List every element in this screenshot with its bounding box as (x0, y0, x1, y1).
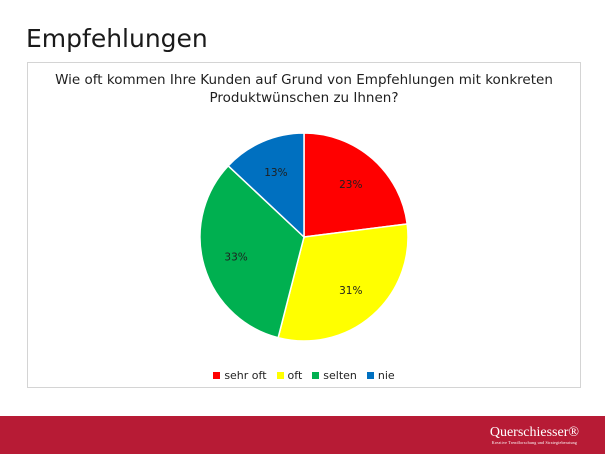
pie-slice-oft (277, 223, 409, 342)
logo-tagline: Kreative Trendforschung und Strategieber… (491, 440, 578, 445)
legend-item-sehr-oft: sehr oft (213, 369, 267, 382)
pie-label-sehr-oft: 23% (339, 179, 362, 191)
legend-item-nie: nie (366, 369, 395, 382)
legend-swatch-sehr-oft (213, 372, 221, 379)
pie-slice-nie (227, 132, 305, 239)
pie-label-oft: 31% (339, 285, 362, 297)
pie-label-nie: 13% (264, 167, 287, 179)
legend-label-sehr-oft: sehr oft (224, 369, 267, 382)
legend-label-nie: nie (377, 369, 395, 382)
legend-swatch-selten (312, 372, 320, 379)
pie-slice-sehr-oft (303, 132, 409, 238)
legend-label-oft: oft (287, 369, 303, 382)
chart-legend: sehr oft oft selten nie (28, 369, 580, 382)
pie-slice-selten (199, 164, 305, 339)
querschiesser-logo: Querschiesser® Kreative Trendforschung u… (490, 426, 579, 446)
footer-bar: Querschiesser® Kreative Trendforschung u… (0, 416, 605, 454)
pie-chart: 23% 31% 33% 13% (199, 132, 409, 342)
legend-swatch-nie (366, 372, 374, 379)
chart-title-line-1: Wie oft kommen Ihre Kunden auf Grund von… (55, 72, 553, 88)
legend-label-selten: selten (323, 369, 357, 382)
chart-title: Wie oft kommen Ihre Kunden auf Grund von… (28, 71, 580, 107)
slide-title: Empfehlungen (26, 24, 208, 53)
chart-container: Wie oft kommen Ihre Kunden auf Grund von… (27, 62, 581, 388)
pie-label-selten: 33% (224, 252, 247, 264)
chart-title-line-2: Produktwünschen zu Ihnen? (209, 90, 399, 106)
legend-item-selten: selten (312, 369, 357, 382)
legend-item-oft: oft (276, 369, 303, 382)
logo-name: Querschiesser® (489, 425, 579, 440)
legend-swatch-oft (276, 372, 284, 379)
